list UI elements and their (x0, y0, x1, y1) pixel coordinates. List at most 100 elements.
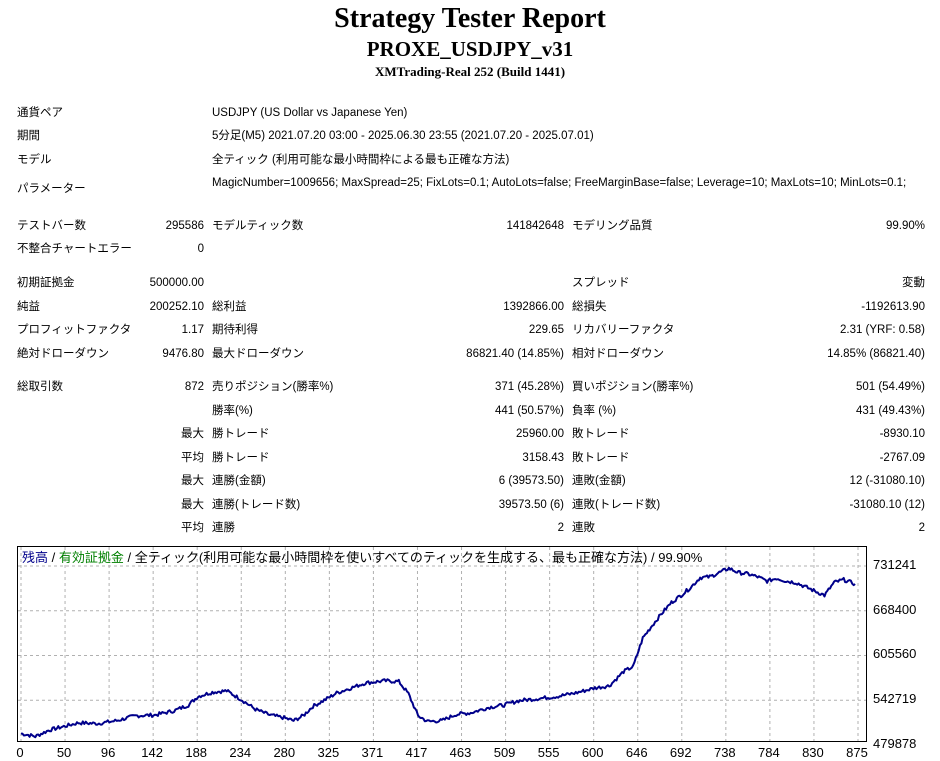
profit-factor-label: プロフィットファクタ (17, 324, 132, 336)
chart-legend: 残高 / 有効証拠金 / 全ティック(利用可能な最小時間枠を使いすべてのティック… (22, 550, 702, 566)
largest-win-value: 25960.00 (516, 428, 564, 440)
x-tick-label: 417 (405, 745, 428, 760)
symbol-label: 通貨ペア (17, 107, 63, 119)
report-subtitle: PROXE_USDJPY_v31 (366, 37, 574, 61)
total-trades-label: 総取引数 (17, 381, 63, 393)
largest-loss-value: -8930.10 (879, 428, 925, 440)
model-value: 全ティック (利用可能な最小時間枠による最も正確な方法) (212, 154, 510, 166)
bars-value: 295586 (165, 220, 204, 232)
recovery-factor-value: 2.31 (YRF: 0.58) (839, 324, 925, 336)
ticks-label: モデルティック数 (212, 220, 304, 232)
x-tick-label: 646 (625, 745, 648, 760)
loss-rate-label: 負率 (%) (572, 405, 617, 417)
gross-loss-value: -1192613.90 (861, 301, 925, 313)
x-tick-label: 875 (846, 745, 868, 760)
avg-win-value: 3158.43 (522, 452, 564, 464)
y-tick-label: 479878 (873, 736, 917, 751)
deposit-value: 500000.00 (149, 277, 204, 289)
period-label: 期間 (17, 130, 40, 142)
y-tick-label: 731241 (873, 557, 917, 572)
x-tick-label: 325 (317, 745, 340, 760)
largest-label: 最大 (181, 428, 204, 440)
mismatch-value: 0 (197, 243, 204, 255)
consec-losses-money-label: 連敗(金額) (572, 475, 626, 487)
x-tick-label: 738 (713, 745, 736, 760)
win-rate-label: 勝率(%) (212, 405, 253, 417)
x-tick-label: 280 (273, 745, 296, 760)
expected-payoff-label: 期待利得 (212, 324, 258, 336)
ticks-value: 141842648 (506, 220, 564, 232)
bars-label: テストバー数 (17, 220, 86, 232)
average-label: 平均 (181, 452, 204, 464)
consec-losses-money-value: 12 (-31080.10) (849, 475, 925, 487)
x-tick-label: 50 (56, 745, 72, 760)
max-label-2: 最大 (181, 499, 204, 511)
x-tick-label: 784 (758, 745, 780, 760)
spread-label: スプレッド (572, 277, 630, 289)
legend-balance: 残高 (22, 550, 49, 565)
avg-consec-wins-label: 連勝 (212, 522, 235, 534)
abs-drawdown-value: 9476.80 (162, 348, 204, 360)
short-positions-label: 売りポジション(勝率%) (212, 381, 334, 393)
win-rate-value: 441 (50.57%) (494, 405, 564, 417)
x-tick-label: 463 (449, 745, 472, 760)
x-tick-label: 0 (16, 745, 24, 760)
legend-separator: / (48, 550, 59, 565)
x-tick-label: 509 (493, 745, 516, 760)
report-title: Strategy Tester Report (334, 3, 606, 34)
expected-payoff-value: 229.65 (528, 324, 564, 336)
avg-loss-label: 敗トレード (572, 452, 630, 464)
x-tick-label: 142 (141, 745, 163, 760)
y-tick-label: 542719 (873, 691, 917, 707)
x-tick-label: 555 (537, 745, 560, 760)
gross-loss-label: 総損失 (572, 301, 607, 313)
avg-consec-losses-label: 連敗 (572, 522, 595, 534)
consec-wins-money-label: 連勝(金額) (212, 475, 266, 487)
avg-win-label: 勝トレード (212, 452, 270, 464)
avg-loss-value: -2767.09 (879, 452, 925, 464)
net-profit-value: 200252.10 (149, 301, 204, 313)
largest-win-label: 勝トレード (212, 428, 270, 440)
recovery-factor-label: リカバリーファクタ (572, 324, 675, 336)
long-positions-value: 501 (54.49%) (855, 381, 925, 393)
params-value: MagicNumber=1009656; MaxSpread=25; FixLo… (212, 177, 907, 189)
legend-description: / 全ティック(利用可能な最小時間枠を使いすべてのティックを生成する、最も正確な… (123, 550, 703, 565)
short-positions-value: 371 (45.28%) (494, 381, 564, 393)
balance-chart: 残高 / 有効証拠金 / 全ティック(利用可能な最小時間枠を使いすべてのティック… (17, 546, 867, 742)
chart-plot (18, 547, 866, 741)
rel-drawdown-value: 14.85% (86821.40) (827, 348, 925, 360)
gross-profit-value: 1392866.00 (503, 301, 564, 313)
x-tick-label: 188 (185, 745, 208, 760)
quality-label: モデリング品質 (572, 220, 653, 232)
consec-losses-count-value: -31080.10 (12) (849, 499, 925, 511)
loss-rate-value: 431 (49.43%) (855, 405, 925, 417)
consec-wins-count-label: 連勝(トレード数) (212, 499, 301, 511)
max-drawdown-value: 86821.40 (14.85%) (466, 348, 564, 360)
y-tick-label: 605560 (873, 646, 917, 662)
abs-drawdown-label: 絶対ドローダウン (17, 348, 109, 360)
net-profit-label: 純益 (17, 301, 40, 313)
x-tick-label: 96 (100, 745, 116, 760)
rel-drawdown-label: 相対ドローダウン (572, 348, 664, 360)
average-label-2: 平均 (181, 522, 204, 534)
x-tick-label: 600 (581, 745, 604, 760)
legend-equity: 有効証拠金 (58, 550, 124, 565)
y-tick-label: 668400 (873, 601, 917, 617)
spread-value: 変動 (902, 277, 925, 289)
deposit-label: 初期証拠金 (17, 277, 75, 289)
avg-consec-losses-value: 2 (918, 522, 925, 534)
max-drawdown-label: 最大ドローダウン (212, 348, 304, 360)
consec-wins-money-value: 6 (39573.50) (498, 475, 564, 487)
avg-consec-wins-value: 2 (557, 522, 564, 534)
balance-line (21, 566, 856, 739)
long-positions-label: 買いポジション(勝率%) (572, 381, 694, 393)
max-label-1: 最大 (181, 475, 204, 487)
x-tick-label: 234 (229, 745, 252, 760)
consec-losses-count-label: 連敗(トレード数) (572, 499, 661, 511)
consec-wins-count-value: 39573.50 (6) (498, 499, 564, 511)
total-trades-value: 872 (184, 381, 204, 393)
params-label: パラメーター (17, 183, 86, 195)
x-tick-label: 830 (802, 745, 824, 760)
x-tick-label: 692 (669, 745, 692, 760)
largest-loss-label: 敗トレード (572, 428, 630, 440)
